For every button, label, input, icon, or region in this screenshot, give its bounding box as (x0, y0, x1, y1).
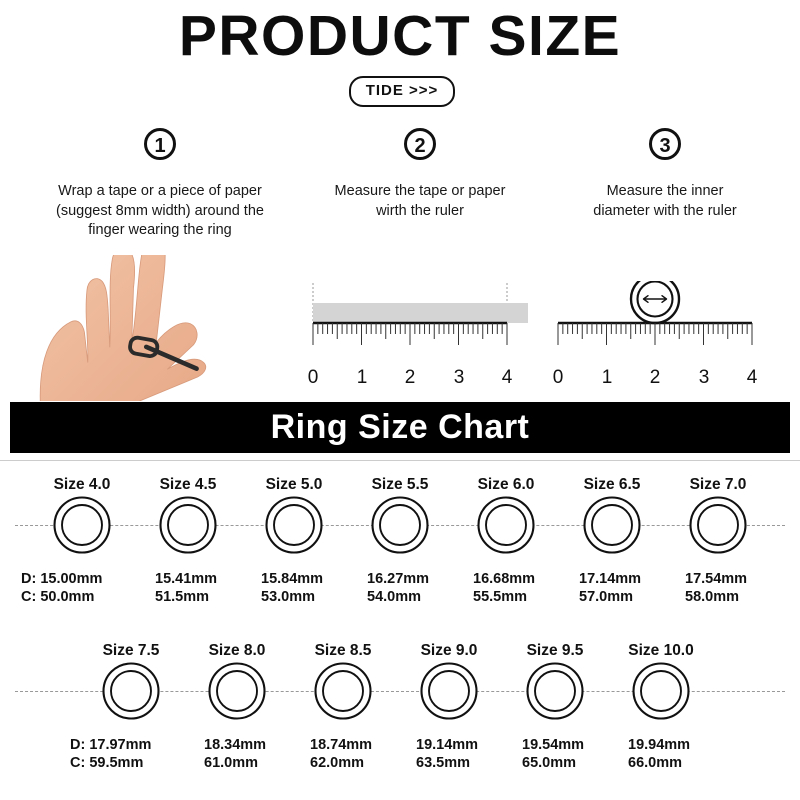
svg-text:0: 0 (553, 367, 564, 388)
svg-text:4: 4 (747, 367, 758, 388)
svg-text:1: 1 (602, 367, 613, 388)
svg-text:3: 3 (699, 367, 710, 388)
svg-text:1: 1 (357, 367, 368, 388)
svg-text:0: 0 (308, 367, 319, 388)
svg-text:2: 2 (405, 367, 416, 388)
svg-text:4: 4 (502, 367, 513, 388)
svg-text:3: 3 (454, 367, 465, 388)
svg-text:2: 2 (650, 367, 661, 388)
